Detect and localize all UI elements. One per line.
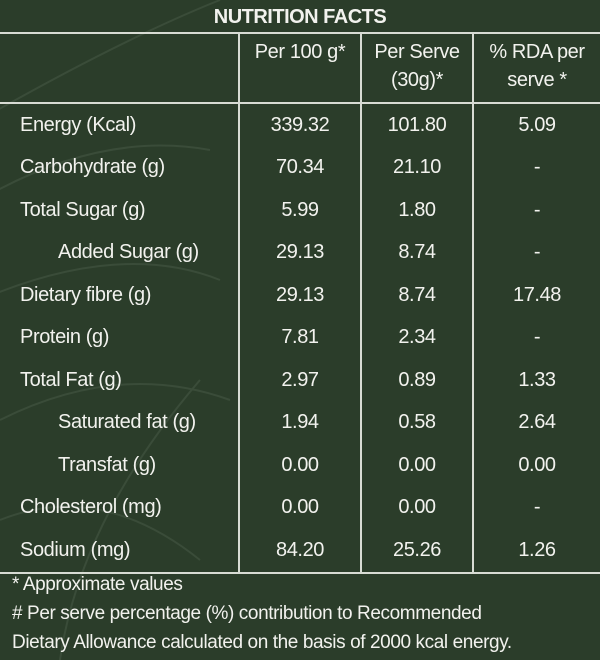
per-serve-value: 0.89	[360, 359, 474, 402]
table-row: Energy (Kcal) 339.32 101.80 5.09	[0, 103, 600, 147]
per-100g-value: 7.81	[238, 316, 362, 359]
per-100g-value: 339.32	[238, 103, 362, 147]
nutrient-name: Total Fat (g)	[0, 359, 240, 402]
per-100g-value: 29.13	[238, 231, 362, 274]
per-serve-value: 21.10	[360, 146, 474, 189]
rda-value: 5.09	[472, 103, 600, 147]
footnote: Dietary Allowance calculated on the basi…	[12, 632, 512, 653]
per-100g-value: 84.20	[238, 529, 362, 574]
per-100g-value: 70.34	[238, 146, 362, 189]
per-100g-value: 29.13	[238, 274, 362, 317]
table-header-row: Per 100 g* Per Serve (30g)* % RDA per se…	[0, 32, 600, 104]
table-row: Total Sugar (g) 5.99 1.80-	[0, 189, 600, 232]
table-row: Transfat (g) 0.00 0.00 0.00	[0, 444, 600, 487]
table-row: Added Sugar (g) 29.13 8.74-	[0, 231, 600, 274]
rda-value: -	[472, 189, 600, 232]
per-serve-value: 25.26	[360, 529, 474, 574]
per-serve-value: 2.34	[360, 316, 474, 359]
nutrient-name: Total Sugar (g)	[0, 189, 240, 232]
rda-value: 17.48	[472, 274, 600, 317]
per-serve-value: 101.80	[360, 103, 474, 147]
nutrient-name: Carbohydrate (g)	[0, 146, 240, 189]
nutrition-table: Per 100 g* Per Serve (30g)* % RDA per se…	[0, 32, 600, 574]
nutrient-name: Dietary fibre (g)	[0, 274, 240, 317]
rda-value: 1.33	[472, 359, 600, 402]
rda-value: 0.00	[472, 444, 600, 487]
nutrient-name: Protein (g)	[0, 316, 240, 359]
per-serve-value: 0.00	[360, 444, 474, 487]
footnote: # Per serve percentage (%) contribution …	[12, 603, 482, 624]
per-100g-value: 0.00	[238, 486, 362, 529]
header-rda: % RDA per serve *	[472, 32, 600, 104]
nutrient-name: Saturated fat (g)	[0, 401, 240, 444]
nutrient-name: Cholesterol (mg)	[0, 486, 240, 529]
per-serve-value: 0.00	[360, 486, 474, 529]
header-nutrient	[0, 32, 240, 104]
table-row: Dietary fibre (g) 29.13 8.74 17.48	[0, 274, 600, 317]
nutrient-name: Energy (Kcal)	[0, 103, 240, 147]
per-serve-value: 8.74	[360, 274, 474, 317]
table-row: Total Fat (g) 2.97 0.89 1.33	[0, 359, 600, 402]
page-title: NUTRITION FACTS	[213, 6, 387, 28]
header-per-100g: Per 100 g*	[238, 32, 362, 104]
nutrient-name: Sodium (mg)	[0, 529, 240, 574]
table-row: Sodium (mg) 84.20 25.26 1.26	[0, 529, 600, 574]
table-row: Carbohydrate (g) 70.34 21.10-	[0, 146, 600, 189]
rda-value: 1.26	[472, 529, 600, 574]
per-serve-value: 1.80	[360, 189, 474, 232]
rda-value: 2.64	[472, 401, 600, 444]
table-row: Protein (g) 7.81 2.34-	[0, 316, 600, 359]
per-100g-value: 1.94	[238, 401, 362, 444]
footnotes: * Approximate values # Per serve percent…	[12, 570, 512, 657]
rda-value: -	[472, 146, 600, 189]
table-row: Saturated fat (g) 1.94 0.58 2.64	[0, 401, 600, 444]
rda-value: -	[472, 316, 600, 359]
rda-value: -	[472, 231, 600, 274]
per-serve-value: 0.58	[360, 401, 474, 444]
footnote: * Approximate values	[12, 574, 183, 595]
per-100g-value: 2.97	[238, 359, 362, 402]
nutrient-name: Added Sugar (g)	[0, 231, 240, 274]
nutrient-name: Transfat (g)	[0, 444, 240, 487]
per-100g-value: 0.00	[238, 444, 362, 487]
per-serve-value: 8.74	[360, 231, 474, 274]
per-100g-value: 5.99	[238, 189, 362, 232]
header-per-serve: Per Serve (30g)*	[360, 32, 474, 104]
rda-value: -	[472, 486, 600, 529]
table-row: Cholesterol (mg) 0.00 0.00-	[0, 486, 600, 529]
